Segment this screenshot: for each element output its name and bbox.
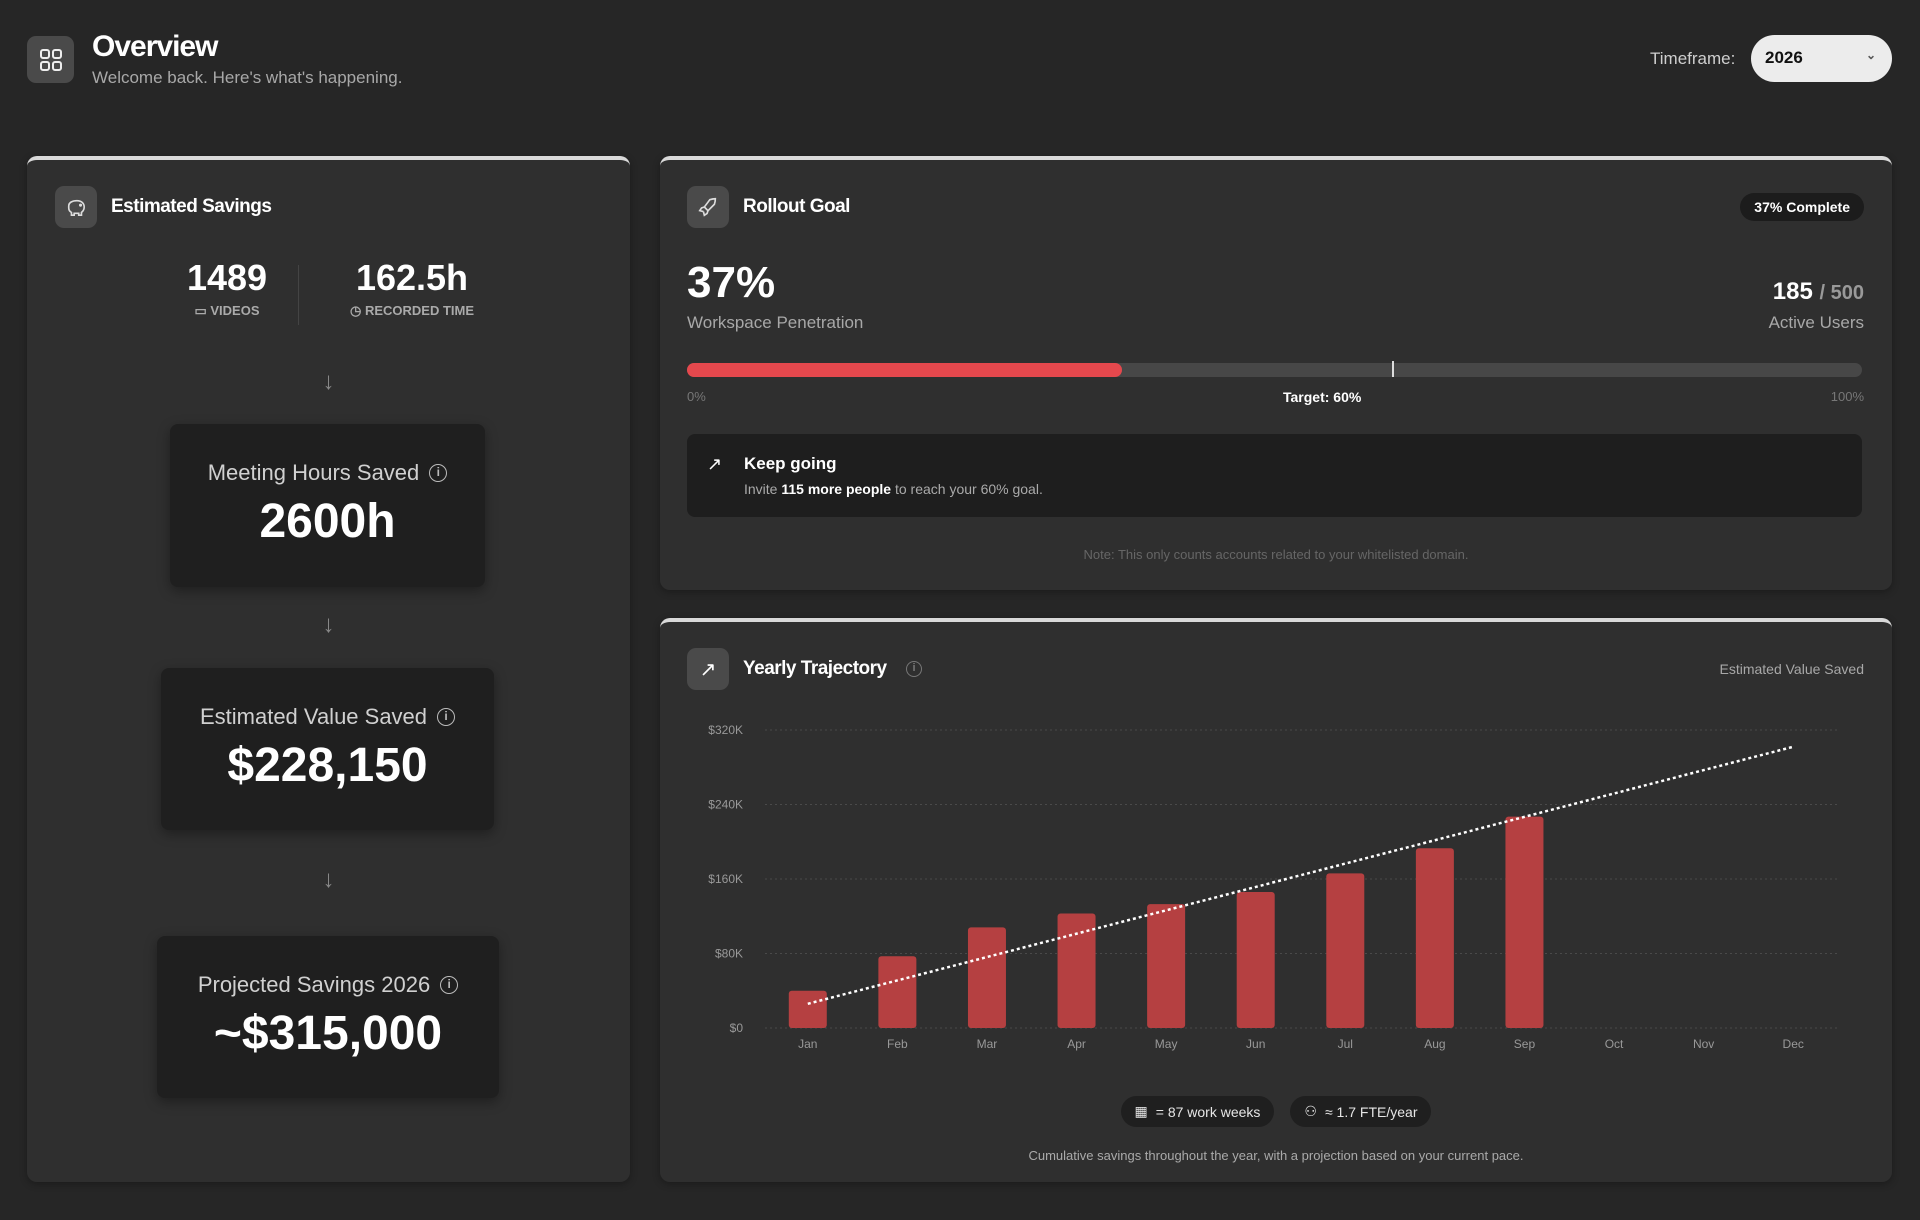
tip-title: Keep going xyxy=(744,454,837,473)
time-value: 162.5h xyxy=(355,257,469,298)
bar-feb xyxy=(878,956,917,1028)
work-weeks-text: = 87 work weeks xyxy=(1155,1103,1261,1120)
card-title: Rollout Goal xyxy=(743,196,850,217)
users-icon: ⚇ xyxy=(1304,1103,1317,1119)
info-icon[interactable]: i xyxy=(429,464,448,482)
videos-value: 1489 xyxy=(186,257,268,298)
arrow-down-icon: ↓ xyxy=(322,611,335,638)
timeframe-select[interactable]: 2026 ⌄ xyxy=(1751,35,1892,82)
projected-savings-value: ~$315,000 xyxy=(213,1007,443,1060)
progress-max-label: 100% xyxy=(1830,389,1864,404)
yearly-trajectory-card: ↗ Yearly Trajectory i Estimated Value Sa… xyxy=(660,618,1892,1182)
active-value: 185 xyxy=(1772,278,1813,305)
timeframe-value: 2026 xyxy=(1765,48,1803,67)
x-tick-label: Mar xyxy=(977,1037,998,1051)
info-icon[interactable]: i xyxy=(906,661,922,677)
x-tick-label: Sep xyxy=(1514,1037,1536,1051)
total-value: / 500 xyxy=(1819,282,1864,304)
keep-going-tip: ↗ Keep going Invite 115 more people to r… xyxy=(687,434,1862,517)
tip-pre: Invite xyxy=(744,481,782,497)
timeframe-label: Timeframe: xyxy=(1650,49,1736,68)
overview-grid-icon xyxy=(27,36,74,83)
y-tick-label: $80K xyxy=(715,947,743,961)
x-tick-label: Oct xyxy=(1605,1037,1624,1051)
time-stat: 162.5h ◷ RECORDED TIME xyxy=(317,257,507,319)
bar-aug xyxy=(1415,848,1454,1028)
x-tick-label: Nov xyxy=(1693,1037,1714,1051)
rocket-icon xyxy=(687,186,729,228)
clock-icon: ◷ xyxy=(349,303,365,318)
projected-savings-box: Projected Savings 2026 i ~$315,000 xyxy=(157,936,499,1098)
videos-stat: 1489 ▭ VIDEOS xyxy=(147,257,307,319)
arrow-down-icon: ↓ xyxy=(322,866,335,893)
card-title: Yearly Trajectory xyxy=(743,658,887,679)
projected-savings-label: Projected Savings 2026 xyxy=(197,972,431,997)
stat-divider xyxy=(298,265,299,325)
page-title: Overview xyxy=(92,30,218,63)
fte-text: ≈ 1.7 FTE/year xyxy=(1324,1103,1418,1120)
complete-badge: 37% Complete xyxy=(1740,193,1864,221)
info-icon[interactable]: i xyxy=(437,708,456,726)
chart-caption: Cumulative savings throughout the year, … xyxy=(1028,1148,1524,1163)
calendar-icon: ▦ xyxy=(1134,1103,1148,1119)
x-tick-label: Jun xyxy=(1246,1037,1265,1051)
x-tick-label: Apr xyxy=(1067,1037,1086,1051)
bar-apr xyxy=(1057,913,1096,1028)
rollout-goal-card: Rollout Goal 37% Complete 37% Workspace … xyxy=(660,156,1892,590)
info-icon[interactable]: i xyxy=(440,976,459,994)
page-subtitle: Welcome back. Here's what's happening. xyxy=(92,68,403,87)
value-saved-box: Estimated Value Saved i $228,150 xyxy=(161,668,494,830)
bar-jun xyxy=(1236,892,1275,1028)
active-users-count: 185 / 500 xyxy=(1773,278,1864,306)
legend-label: Estimated Value Saved xyxy=(1719,661,1865,677)
x-tick-label: Jul xyxy=(1338,1037,1353,1051)
trending-up-icon: ↗ xyxy=(687,648,729,690)
card-title: Estimated Savings xyxy=(111,196,272,217)
arrow-down-icon: ↓ xyxy=(322,368,335,395)
progress-track xyxy=(687,361,1862,377)
work-weeks-pill: ▦ = 87 work weeks xyxy=(1120,1096,1275,1127)
bar-jul xyxy=(1326,873,1365,1028)
trending-up-icon: ↗ xyxy=(707,454,723,474)
x-tick-label: May xyxy=(1155,1037,1178,1051)
chevron-down-icon: ⌄ xyxy=(1865,48,1876,62)
y-tick-label: $240K xyxy=(708,798,743,812)
tip-post: to reach your 60% goal. xyxy=(891,481,1043,497)
estimated-savings-card: Estimated Savings 1489 ▭ VIDEOS 162.5h ◷… xyxy=(27,156,630,1182)
videos-label: VIDEOS xyxy=(210,303,260,318)
x-tick-label: Aug xyxy=(1424,1037,1445,1051)
progress-min-label: 0% xyxy=(687,389,706,404)
tip-bold: 115 more people xyxy=(781,481,892,497)
meeting-hours-value: 2600h xyxy=(259,495,396,548)
bar-may xyxy=(1147,904,1186,1028)
meeting-hours-label: Meeting Hours Saved xyxy=(207,460,420,485)
value-saved-label: Estimated Value Saved xyxy=(199,704,428,729)
x-tick-label: Jan xyxy=(798,1037,817,1051)
time-label: RECORDED TIME xyxy=(364,303,475,318)
value-saved-value: $228,150 xyxy=(227,739,428,792)
y-tick-label: $0 xyxy=(730,1021,744,1035)
video-camera-icon: ▭ xyxy=(194,303,211,318)
active-users-label: Active Users xyxy=(1768,313,1864,332)
penetration-percent: 37% xyxy=(687,258,776,307)
bar-mar xyxy=(967,927,1006,1028)
bar-sep xyxy=(1505,816,1544,1028)
meeting-hours-box: Meeting Hours Saved i 2600h xyxy=(170,424,485,587)
x-tick-label: Dec xyxy=(1783,1037,1804,1051)
trajectory-chart: $0 $80K $160K $240K $320K Jan Feb Mar Apr May Jun J… xyxy=(708,723,1840,1051)
target-label: Target: 60% xyxy=(1283,389,1362,405)
tip-text: Invite 115 more people to reach your 60%… xyxy=(744,481,1043,497)
summary-pills: ▦ = 87 work weeks ⚇ ≈ 1.7 FTE/year xyxy=(660,1096,1892,1127)
x-tick-label: Feb xyxy=(887,1037,908,1051)
domain-note: Note: This only counts accounts related … xyxy=(1083,547,1469,562)
piggy-bank-icon xyxy=(55,186,97,228)
fte-pill: ⚇ ≈ 1.7 FTE/year xyxy=(1290,1096,1432,1127)
y-tick-label: $320K xyxy=(708,723,743,737)
y-tick-label: $160K xyxy=(708,872,743,886)
projection-line xyxy=(807,745,1794,1005)
target-marker xyxy=(1392,361,1394,377)
penetration-label: Workspace Penetration xyxy=(687,313,864,332)
progress-fill xyxy=(687,363,1122,377)
bar-jan xyxy=(788,990,827,1028)
